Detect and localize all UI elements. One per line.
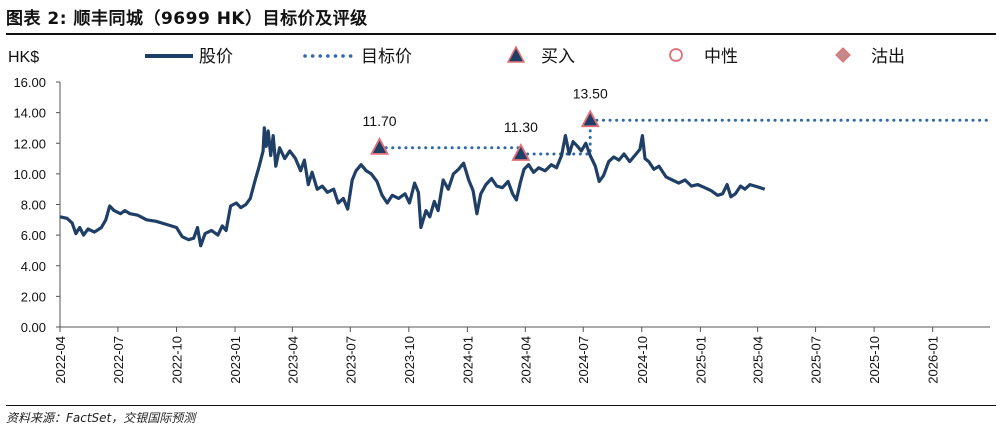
- y-tick-label: 16.00: [13, 75, 46, 90]
- y-axis: 0.00 2.00 4.00 6.00 8.00 10.00 12.00 14.00 16.00: [13, 75, 61, 335]
- legend-target-label: 目标价: [361, 47, 412, 67]
- buy-rating-marker: [511, 143, 531, 161]
- x-tick-label: 2023-01: [228, 336, 243, 384]
- plot-area: 11.70 11.30 13.50: [59, 85, 991, 248]
- y-tick-label: 10.00: [13, 167, 46, 182]
- y-tick-label: 2.00: [21, 289, 46, 304]
- x-tick-label: 2025-01: [693, 336, 708, 384]
- y-tick-label: 4.00: [21, 259, 46, 274]
- legend-sell-icon: [835, 47, 851, 63]
- chart-title: 图表 2: 顺丰同城（9699 HK）目标价及评级: [6, 9, 368, 29]
- legend-buy-icon: [506, 45, 526, 63]
- buy-rating-marker: [370, 136, 390, 155]
- unit-label: HK$: [8, 49, 39, 66]
- legend-neutral-icon: [669, 48, 683, 62]
- x-tick-label: 2023-04: [285, 336, 300, 384]
- title-rule: [6, 33, 996, 35]
- y-tick-label: 6.00: [21, 228, 46, 243]
- legend-price-label: 股价: [199, 47, 233, 67]
- source-rule: [6, 405, 996, 406]
- target-price-label: 11.30: [504, 119, 538, 135]
- x-tick-label: 2025-04: [751, 336, 766, 384]
- x-tick-label: 2024-01: [460, 336, 475, 384]
- x-axis: 2022-04 2022-07 2022-10 2023-01 2023-04 2023-…: [53, 326, 990, 384]
- x-tick-label: 2024-10: [635, 336, 650, 384]
- target-price-line: [519, 118, 592, 156]
- y-tick-label: 8.00: [21, 198, 46, 213]
- y-tick-label: 12.00: [13, 136, 46, 151]
- target-price-label: 11.70: [363, 113, 397, 129]
- x-tick-label: 2023-10: [402, 336, 417, 384]
- buy-rating-marker: [580, 109, 600, 128]
- legend: HK$ 股价 目标价 买入 中性 沽出: [8, 45, 905, 67]
- x-tick-label: 2025-10: [867, 336, 882, 384]
- y-tick-label: 14.00: [13, 106, 46, 121]
- y-tick-label: 0.00: [21, 320, 46, 335]
- x-tick-label: 2024-07: [576, 336, 591, 384]
- x-tick-label: 2022-04: [53, 336, 68, 384]
- x-tick-label: 2026-01: [926, 336, 941, 384]
- target-price-label: 13.50: [573, 85, 608, 101]
- x-tick-label: 2022-10: [169, 336, 184, 384]
- legend-buy-label: 买入: [541, 47, 575, 67]
- share-price-line: [59, 126, 766, 248]
- price-target-chart: HK$ 股价 目标价 买入 中性 沽出 0.00 2.00 4.00 6.00 8.00…: [8, 45, 991, 384]
- x-tick-label: 2023-07: [343, 336, 358, 384]
- source-note: 资料来源：FactSet，交银国际预测: [6, 411, 196, 425]
- x-tick-label: 2022-07: [111, 336, 126, 384]
- x-tick-label: 2025-07: [809, 336, 824, 384]
- legend-sell-label: 沽出: [871, 47, 905, 67]
- legend-neutral-label: 中性: [704, 47, 738, 67]
- x-tick-label: 2024-04: [518, 336, 533, 384]
